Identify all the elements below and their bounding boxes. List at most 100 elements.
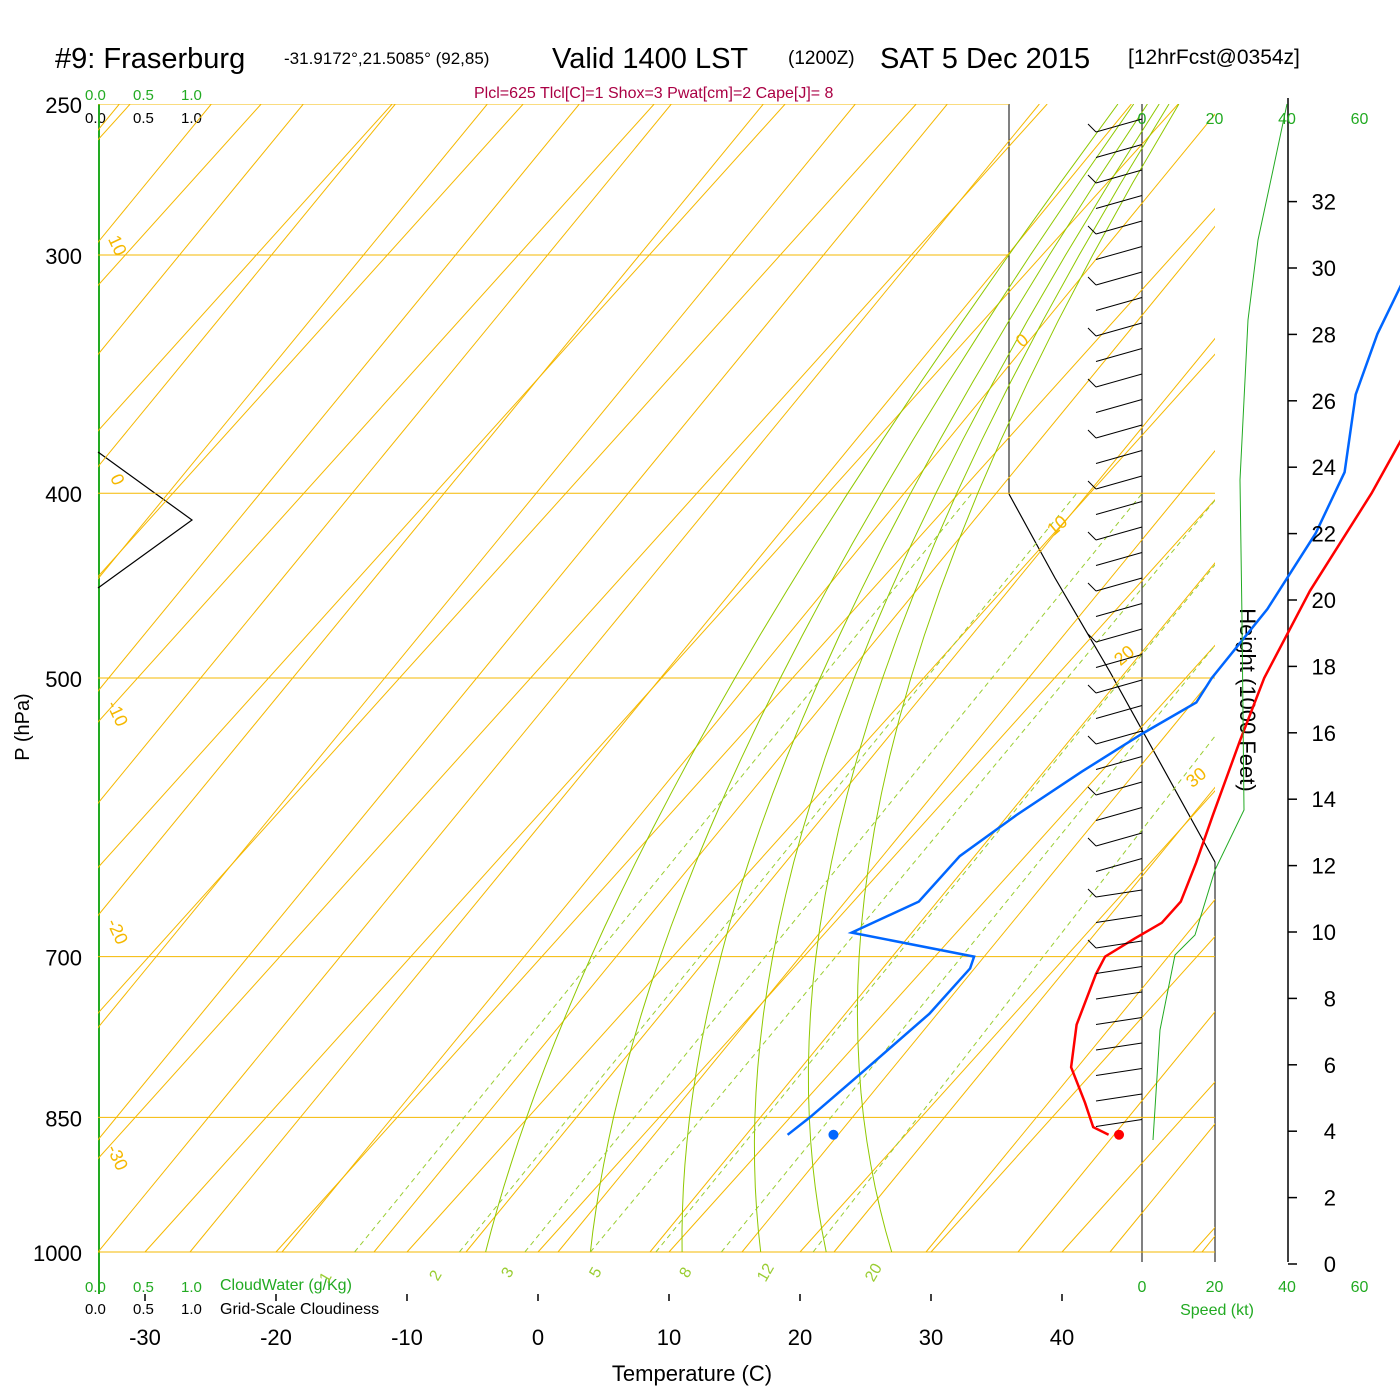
isotherm-line (1192, 1226, 1215, 1253)
height-tick-label: 26 (1312, 389, 1336, 414)
wind-barb-flag (1087, 174, 1097, 184)
height-tick-label: 16 (1312, 721, 1336, 746)
cloudwater-scale-bottom-0: 0.0 (85, 1279, 106, 1296)
wind-barb (1095, 940, 1143, 949)
stability-indices: Plcl=625 Tlcl[C]=1 Shox=3 Pwat[cm]=2 Cap… (474, 85, 834, 102)
cloudiness-scale-top-0: 0.0 (85, 110, 106, 127)
height-tick-label: 14 (1312, 787, 1336, 812)
dry-adiabat-line (98, 104, 672, 805)
dry-adiabat-line (465, 337, 1215, 1253)
speed-tick-label-top: 60 (1351, 111, 1369, 128)
dry-adiabat-line (1386, 104, 1400, 1252)
station-title: #9: Fraserburg (55, 43, 245, 75)
wind-barb (1095, 399, 1143, 413)
wind-barb (1095, 552, 1143, 566)
wind-barb (1095, 475, 1143, 490)
isotherm-label: -20 (103, 915, 132, 947)
speed-tick-label-bottom: 40 (1278, 1279, 1296, 1296)
isotherm-line (406, 353, 1215, 1253)
speed-tick-label-bottom: 60 (1351, 1279, 1369, 1296)
wind-barb (1095, 373, 1143, 388)
isotherm-line (98, 104, 917, 1014)
isotherm-line (144, 104, 1179, 1253)
temperature-tick-label: 30 (919, 1325, 943, 1350)
isotherm-line (930, 935, 1215, 1253)
mixing-ratio-line (590, 499, 1215, 1253)
temperature-tick-label: -30 (129, 1325, 161, 1350)
wind-barb (1095, 118, 1143, 133)
pressure-tick-label: 250 (45, 93, 82, 118)
wind-barb-flag (1087, 582, 1097, 592)
cloudiness-scale-bottom-2: 1.0 (181, 1301, 202, 1318)
height-tick-label: 2 (1324, 1186, 1336, 1211)
dry-adiabat-line (1017, 1010, 1215, 1253)
temperature-tick-label: 0 (532, 1325, 544, 1350)
pressure-tick-label: 700 (45, 946, 82, 971)
height-tick-label: 6 (1324, 1053, 1336, 1078)
dry-adiabat-line (98, 104, 488, 580)
cloudwater-scale-bottom-1: 0.5 (133, 1279, 154, 1296)
wind-barb-flag (1087, 735, 1097, 745)
dry-adiabat-line (98, 104, 948, 1141)
isotherm-label: 20 (1110, 641, 1138, 669)
wind-barb-flag (1087, 378, 1097, 388)
cloudwater-label: CloudWater (g/Kg) (220, 1277, 352, 1294)
wind-barb (1095, 1042, 1143, 1051)
mixing-ratio-line (459, 492, 1078, 1253)
wind-barb (1095, 1093, 1143, 1102)
wind-barb (1095, 424, 1143, 439)
isotherm-line (537, 499, 1215, 1253)
dry-adiabat-line (189, 104, 1132, 1253)
height-tick-label: 24 (1312, 455, 1336, 480)
y-axis-title: P (hPa) (12, 693, 34, 760)
isotherm-label: -30 (103, 1141, 132, 1173)
cloudwater-scale-bottom-2: 1.0 (181, 1279, 202, 1296)
isotherm-label: 30 (1182, 763, 1210, 791)
height-tick-label: 12 (1312, 854, 1336, 879)
height-tick-label: 18 (1312, 654, 1336, 679)
cloudiness-profile (97, 451, 194, 589)
mixing-ratio-line (812, 735, 1215, 1253)
isotherm-line (98, 104, 1048, 1160)
mixing-ratio-label: 8 (677, 1265, 696, 1281)
cloudwater-scale-top-0: 0.0 (85, 87, 106, 104)
wind-barb (1095, 1119, 1143, 1127)
isotherm-line (799, 790, 1215, 1253)
pressure-tick-label: 500 (45, 667, 82, 692)
isotherm-line (98, 104, 655, 723)
wind-barb (1095, 730, 1143, 745)
dry-adiabat-line (98, 104, 304, 356)
dry-adiabat-line (281, 113, 1215, 1253)
mixing-ratio-line (721, 644, 1215, 1253)
temperature-tick-label: 10 (657, 1325, 681, 1350)
speed-tick-label-top: 40 (1278, 111, 1296, 128)
temperature-line (1069, 439, 1400, 1136)
dry-adiabat-line (925, 898, 1215, 1253)
pressure-tick-label: 850 (45, 1106, 82, 1131)
wind-barb (1095, 577, 1143, 592)
forecast-label: [12hrFcst@0354z] (1128, 46, 1300, 69)
wind-barb (1095, 628, 1143, 643)
dry-adiabat-line (1294, 104, 1400, 1252)
wind-barb (1095, 679, 1143, 694)
mixing-ratio-label: 12 (754, 1261, 778, 1285)
pressure-tick-label: 400 (45, 482, 82, 507)
isotherm-label: 0 (106, 471, 128, 489)
moist-adiabat-line (807, 104, 1170, 1253)
wind-barb-flag (1087, 276, 1097, 286)
wind-barb (1095, 705, 1143, 719)
height-tick-label: 30 (1312, 256, 1336, 281)
wind-barb-flag (1087, 480, 1097, 490)
wind-barb-flag (1087, 633, 1097, 643)
wind-barb (1095, 1068, 1143, 1076)
wind-barb (1095, 654, 1143, 668)
wind-barb (1095, 781, 1143, 796)
isotherm-line (98, 104, 786, 869)
pressure-tick-label: 1000 (33, 1241, 82, 1266)
isotherm-line (275, 207, 1215, 1253)
moist-adiabat-line (589, 104, 1135, 1253)
dry-adiabat-line (1201, 1235, 1215, 1253)
mixing-ratio-line (655, 564, 1215, 1253)
mixing-ratio-label: 2 (427, 1268, 446, 1284)
cloudiness-label: Grid-Scale Cloudiness (220, 1301, 379, 1318)
